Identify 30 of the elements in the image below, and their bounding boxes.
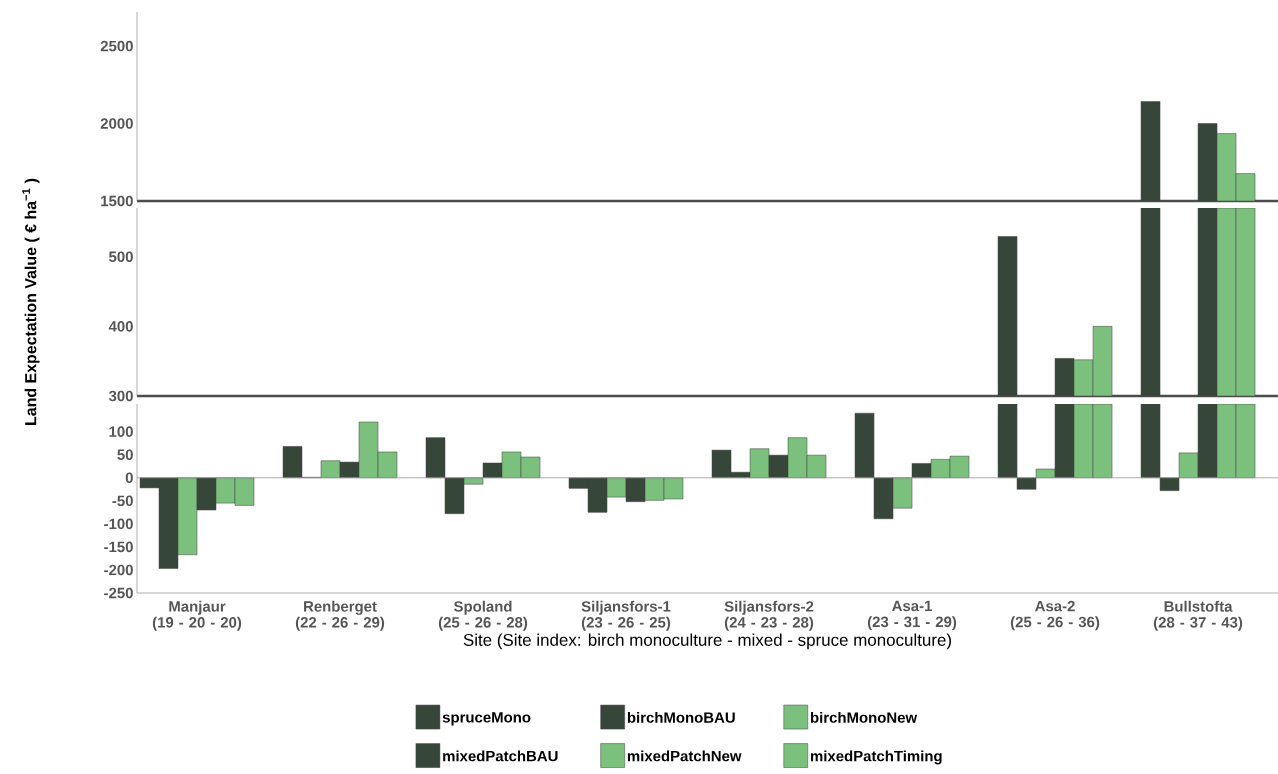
y-tick-label: 0 (125, 472, 133, 484)
y-tick-label: 1500 (101, 195, 133, 207)
x-tick-label: Asa-2 (25 - 26 - 36) (1010, 600, 1100, 631)
y-tick-label: -250 (104, 587, 133, 599)
y-tick-label: 500 (109, 251, 133, 263)
y-tick-label: 2000 (100, 118, 133, 129)
y-tick-label: 2500 (100, 40, 133, 52)
y-tick-label: -50 (112, 495, 133, 507)
x-tick-label: Renberget (22 - 26 - 29) (295, 600, 385, 631)
x-tick-label: Spoland (25 - 26 - 28) (438, 600, 528, 631)
y-tick-label: -100 (104, 518, 133, 530)
legend-label: mixedPatchTiming (810, 750, 942, 765)
y-tick-label: -150 (104, 541, 133, 553)
legend-label: birchMonoNew (810, 711, 918, 723)
x-tick-label: Bullstofta (28 - 37 - 43) (1153, 600, 1243, 631)
y-tick-label: -200 (104, 564, 133, 576)
legend-label: mixedPatchNew (627, 750, 742, 762)
x-tick-label: Asa-1 (23 - 31 - 29) (867, 600, 957, 631)
legend-label: mixedPatchBAU (443, 750, 558, 762)
y-tick-label: 50 (117, 449, 133, 460)
x-tick-label: Siljansfors-1 (23 - 26 - 25) (581, 600, 671, 631)
legend-label: birchMonoBAU (627, 711, 735, 723)
y-axis-title: Land Expectation Value ( € ha$^{−1}$ ) (22, 178, 40, 425)
y-tick-label: 300 (108, 390, 133, 402)
x-axis-title: Site (Site index: birch monoculture - mixed - spruce monoculture) (463, 633, 951, 650)
y-tick-label: 400 (108, 321, 133, 332)
legend-label: spruceMono (442, 712, 531, 726)
y-tick-label: 100 (109, 426, 133, 437)
x-tick-label: Manjaur (19 - 20 - 20) (152, 600, 242, 631)
x-tick-label: Siljansfors-2 (24 - 23 - 28) (724, 600, 814, 631)
